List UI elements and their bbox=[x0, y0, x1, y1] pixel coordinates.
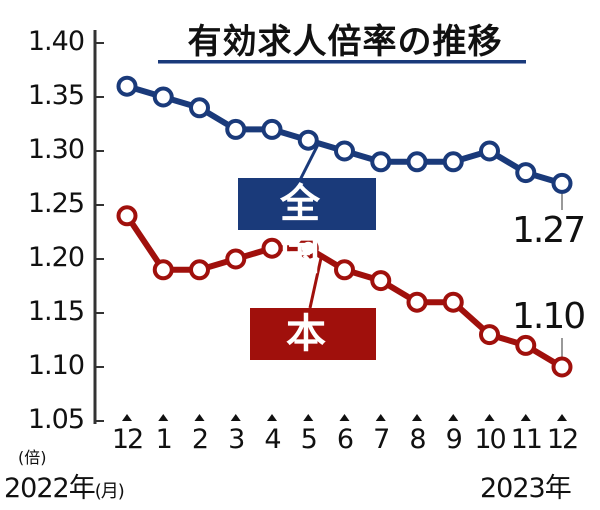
data-point bbox=[189, 259, 210, 281]
data-point bbox=[370, 151, 392, 173]
data-point bbox=[225, 248, 247, 270]
x-tick-label: 2 bbox=[191, 424, 209, 455]
data-point bbox=[225, 118, 247, 140]
data-point bbox=[515, 162, 537, 184]
x-tick-marker bbox=[412, 414, 422, 421]
x-tick-marker bbox=[520, 414, 531, 421]
x-tick-label: 11 bbox=[510, 424, 543, 455]
y-tick-label: 1.40 bbox=[27, 26, 85, 57]
data-point bbox=[297, 237, 319, 259]
x-tick-label: 7 bbox=[373, 424, 390, 455]
y-tick-label: 1.20 bbox=[27, 242, 85, 273]
x-tick-label: 10 bbox=[474, 424, 506, 455]
year-start: 2022年 bbox=[4, 473, 96, 504]
x-tick-marker bbox=[484, 414, 495, 421]
data-point bbox=[406, 151, 428, 173]
x-tick-label: 9 bbox=[445, 424, 463, 455]
data-point bbox=[116, 205, 138, 227]
x-tick-label: 6 bbox=[336, 424, 354, 455]
x-tick-marker bbox=[303, 414, 314, 421]
data-point bbox=[551, 356, 573, 378]
end-label-national: 1.27 bbox=[512, 210, 586, 251]
y-unit-label: (倍) bbox=[18, 448, 47, 467]
data-point bbox=[406, 291, 428, 313]
chart-title: 有効求人倍率の推移 bbox=[187, 22, 503, 62]
end-label-prefecture: 1.10 bbox=[512, 296, 586, 337]
y-tick-label: 1.35 bbox=[27, 80, 85, 111]
x-tick-marker bbox=[339, 414, 350, 421]
data-point bbox=[551, 172, 573, 194]
data-point bbox=[334, 140, 355, 162]
title-underline bbox=[158, 60, 526, 64]
data-point bbox=[261, 237, 283, 259]
x-tick-marker bbox=[122, 414, 132, 421]
y-tick-label: 1.10 bbox=[27, 350, 85, 381]
y-tick-label: 1.30 bbox=[27, 134, 85, 165]
data-point bbox=[515, 334, 537, 356]
data-point bbox=[261, 118, 283, 140]
x-tick-label: 8 bbox=[409, 424, 426, 455]
x-year-end: 2023年 bbox=[480, 473, 572, 504]
x-tick-marker bbox=[230, 414, 241, 421]
data-point bbox=[370, 270, 392, 292]
data-point bbox=[442, 151, 464, 173]
data-point bbox=[334, 259, 355, 281]
x-tick-marker bbox=[448, 414, 459, 421]
x-tick-label: 12 bbox=[111, 424, 144, 455]
x-tick-label: 1 bbox=[155, 424, 173, 455]
x-tick-marker bbox=[557, 414, 567, 421]
x-tick-label: 5 bbox=[300, 424, 318, 455]
legend-label-prefecture: 本県 bbox=[250, 308, 376, 409]
leader-line-national bbox=[298, 143, 320, 181]
legend-label-national: 全国 bbox=[238, 178, 376, 279]
x-tick-label: 4 bbox=[264, 424, 281, 455]
x-tick-marker bbox=[375, 414, 386, 421]
data-point bbox=[152, 259, 174, 281]
data-point bbox=[442, 291, 464, 313]
data-point bbox=[479, 324, 500, 346]
data-point bbox=[297, 129, 319, 151]
x-tick-marker bbox=[194, 414, 205, 421]
x-tick-marker bbox=[158, 414, 169, 421]
data-point bbox=[479, 140, 500, 162]
data-point bbox=[116, 75, 138, 97]
data-point bbox=[189, 97, 210, 119]
y-tick-label: 1.15 bbox=[27, 296, 85, 327]
y-tick-label: 1.25 bbox=[27, 188, 85, 219]
data-point bbox=[152, 86, 174, 108]
x-year-start: 2022年(月) bbox=[4, 466, 125, 505]
leader-line-prefecture bbox=[308, 253, 324, 309]
x-tick-label: 12 bbox=[546, 424, 579, 455]
month-unit: (月) bbox=[94, 481, 125, 502]
y-tick-label: 1.05 bbox=[27, 404, 85, 435]
x-tick-marker bbox=[267, 414, 277, 421]
x-tick-label: 3 bbox=[228, 424, 245, 455]
